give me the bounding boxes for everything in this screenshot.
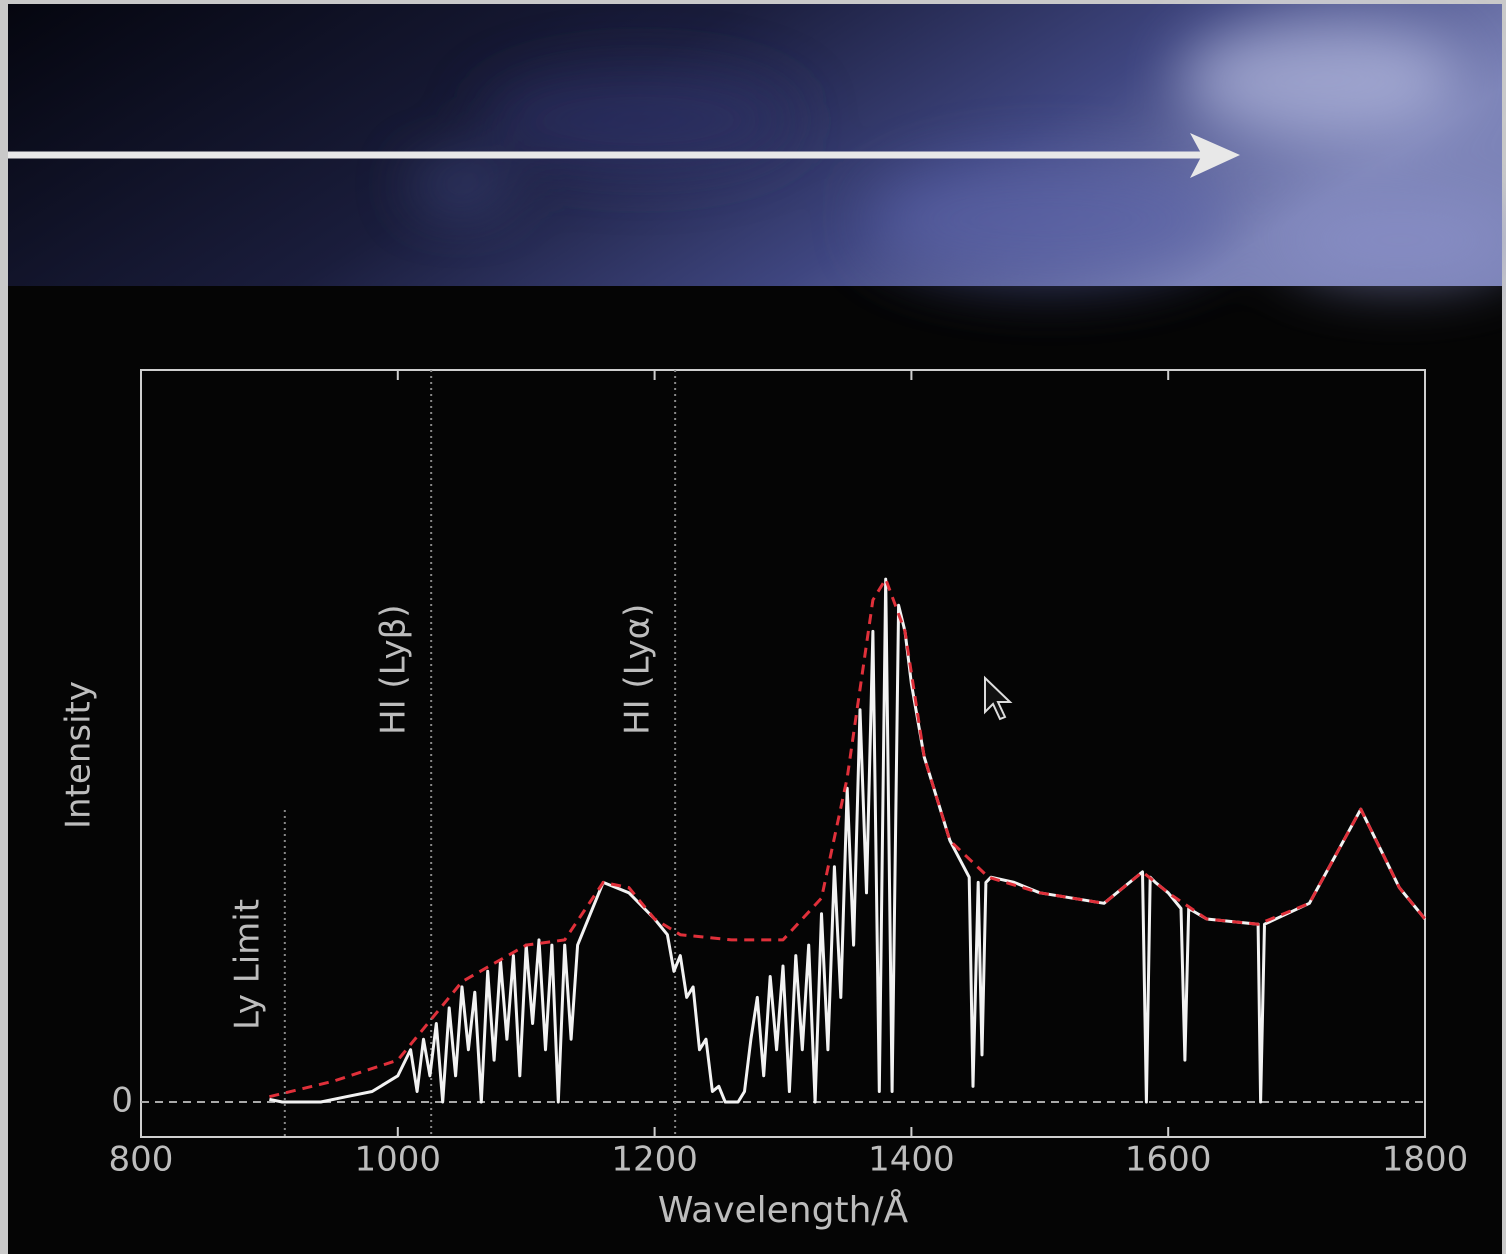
page: {"chart_data": { "type": "line", "xlabel…: [0, 0, 1506, 1254]
x-tick-label: 1600: [1125, 1140, 1212, 1180]
x-tick-label: 1200: [611, 1140, 698, 1180]
x-axis-label: Wavelength/Å: [658, 1188, 909, 1231]
x-tick-label: 1800: [1382, 1140, 1469, 1180]
x-tick-label: 1400: [868, 1140, 955, 1180]
sky-banner: [8, 4, 1506, 286]
x-tick-label: 800: [109, 1140, 174, 1180]
annotation: HI (Lyβ): [374, 604, 414, 735]
screen: Wavelength/Å Intensity 800 1000 1200 1400 16…: [0, 0, 1506, 1254]
annotation: Ly Limit: [227, 899, 267, 1030]
annotation: HI (Lyα): [618, 604, 658, 735]
y-tick-label: 0: [111, 1080, 133, 1120]
x-tick-label: 1000: [355, 1140, 442, 1180]
y-axis-label: Intensity: [59, 681, 99, 829]
